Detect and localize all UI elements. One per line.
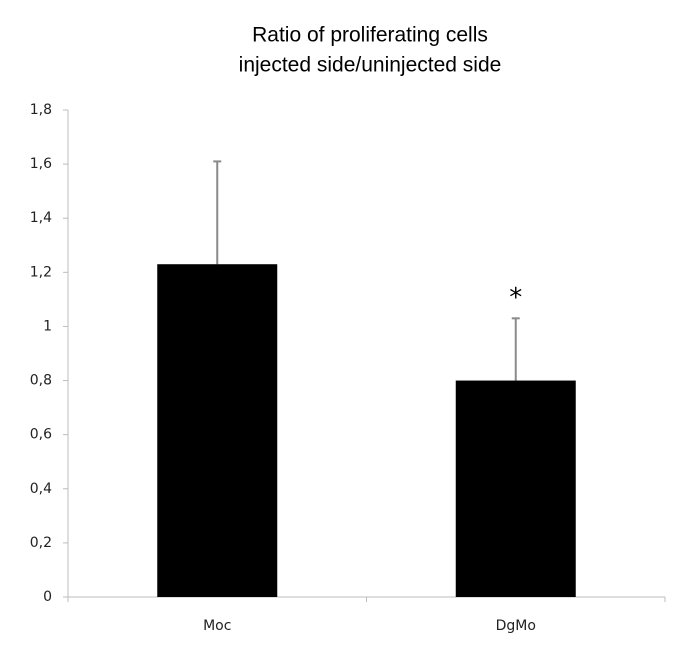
y-tick-label: 0	[43, 589, 52, 605]
y-tick-label: 1,8	[30, 102, 52, 118]
x-tick-label: Moc	[203, 618, 231, 634]
chart-title: Ratio of proliferating cells	[252, 24, 488, 47]
y-tick-label: 0,4	[30, 481, 52, 497]
y-tick-label: 0,2	[30, 535, 52, 551]
x-tick-label: DgMo	[496, 618, 536, 634]
annotation: *	[509, 283, 522, 313]
y-tick-label: 1,2	[30, 264, 52, 280]
y-tick-label: 1,4	[30, 210, 52, 226]
bar	[157, 264, 278, 597]
y-tick-label: 1	[43, 318, 52, 334]
bar	[455, 380, 576, 597]
y-tick-label: 0,6	[30, 427, 52, 443]
y-tick-label: 1,6	[30, 156, 52, 172]
y-tick-label: 0,8	[30, 373, 52, 389]
chart-title: injected side/uninjected side	[239, 54, 502, 77]
